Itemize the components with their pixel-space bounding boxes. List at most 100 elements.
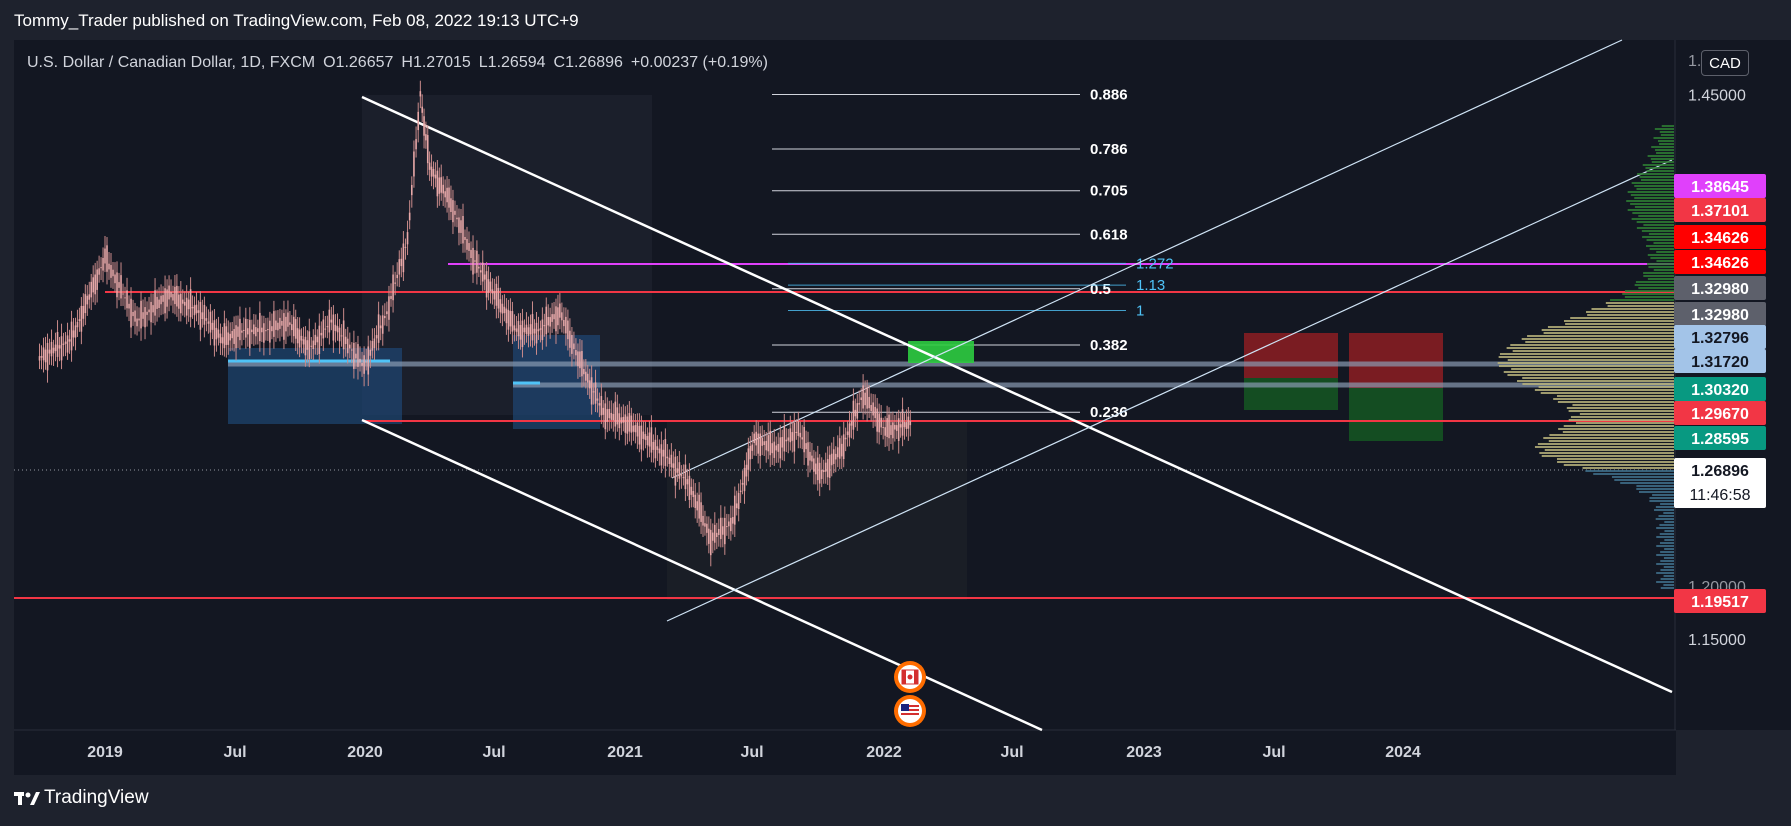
usa-flag-icon[interactable] xyxy=(894,695,926,727)
candle-body xyxy=(858,403,861,405)
volume-bar xyxy=(1636,221,1674,223)
volume-bar xyxy=(1646,170,1674,172)
stop-zone-1[interactable] xyxy=(1244,333,1338,378)
volume-bar xyxy=(1638,215,1674,217)
candle-body xyxy=(487,279,490,293)
candle-body xyxy=(120,275,122,299)
target-zone-2[interactable] xyxy=(1349,388,1443,441)
volume-bar xyxy=(1647,155,1674,157)
stop-zone-2[interactable] xyxy=(1349,333,1443,388)
volume-bar xyxy=(1510,344,1674,346)
symbol-name[interactable]: U.S. Dollar / Canadian Dollar, 1D, FXCM xyxy=(27,54,316,71)
candle-body xyxy=(527,327,530,336)
candle-body xyxy=(203,304,206,325)
candle-body xyxy=(702,515,704,526)
descending-channel-upper[interactable] xyxy=(361,95,1673,694)
volume-bar xyxy=(1624,296,1674,298)
volume-bar xyxy=(1632,212,1674,214)
candle-body xyxy=(585,371,587,381)
volume-bar xyxy=(1653,137,1674,139)
candle-body xyxy=(850,420,853,426)
volume-bar xyxy=(1498,356,1674,358)
candle-body xyxy=(676,468,679,473)
candle-body xyxy=(452,200,454,223)
candle-body xyxy=(302,339,305,345)
candle-body xyxy=(156,296,158,309)
candle-body xyxy=(86,295,89,305)
volume-bar xyxy=(1639,491,1674,493)
candle-body xyxy=(505,308,508,324)
candle-body xyxy=(207,321,210,324)
candle-body xyxy=(899,424,902,428)
candle-body xyxy=(355,353,357,359)
candle-body xyxy=(338,327,341,342)
candle-body xyxy=(296,328,299,344)
candle-body xyxy=(377,314,380,343)
ascending-channel-lower[interactable] xyxy=(666,159,1673,622)
candle-body xyxy=(809,451,811,461)
volume-bar xyxy=(1557,461,1674,463)
volume-bar xyxy=(1660,503,1674,505)
tradingview-logo-text[interactable]: TradingView xyxy=(44,787,149,808)
candle-body xyxy=(690,486,693,495)
candle-body xyxy=(241,330,243,333)
candle-body xyxy=(444,191,446,198)
candle-body xyxy=(523,327,526,333)
candle-body xyxy=(472,247,474,275)
price-label-badge xyxy=(1674,250,1766,274)
volume-bar xyxy=(1663,575,1674,577)
candle-body xyxy=(600,396,603,416)
candle-body xyxy=(700,502,702,522)
tradingview-logo-icon[interactable] xyxy=(14,789,40,807)
canada-flag-icon[interactable] xyxy=(894,661,926,693)
candle-body xyxy=(706,523,708,533)
volume-bar xyxy=(1636,227,1674,229)
candle-body xyxy=(58,345,61,349)
candle-body xyxy=(604,403,607,430)
volume-bar xyxy=(1651,161,1674,163)
candle-body xyxy=(371,341,374,351)
candle-body xyxy=(213,320,216,346)
candle-body xyxy=(388,296,390,320)
candle-body xyxy=(844,437,847,440)
ohlc-low: L1.26594 xyxy=(478,54,546,71)
volume-bar xyxy=(1641,230,1674,232)
candle-body xyxy=(880,417,882,428)
price-label-text: 1.19517 xyxy=(1691,594,1749,611)
volume-bar xyxy=(1579,413,1674,415)
candle-body xyxy=(458,217,460,233)
currency-button[interactable]: CAD xyxy=(1701,50,1749,76)
fib-label: 0.786 xyxy=(1090,141,1128,158)
candle-body xyxy=(54,344,57,352)
ascending-channel-upper[interactable] xyxy=(671,39,1623,479)
candle-body xyxy=(642,431,645,439)
descending-channel-lower[interactable] xyxy=(361,418,1043,732)
candle-body xyxy=(890,425,892,435)
volume-bar xyxy=(1643,272,1674,274)
candle-body xyxy=(411,184,413,196)
consolidation-box-1[interactable] xyxy=(228,348,402,424)
candle-body xyxy=(878,413,880,433)
candle-body xyxy=(757,433,760,454)
volume-bar xyxy=(1649,500,1674,502)
volume-bar xyxy=(1572,404,1674,406)
candle-body xyxy=(386,311,388,315)
candle-body xyxy=(674,456,677,486)
candle-body xyxy=(275,320,277,330)
time-axis[interactable] xyxy=(14,730,1676,775)
volume-bar xyxy=(1593,473,1674,475)
price-label-text: 1.32980 xyxy=(1691,307,1749,324)
volume-bar xyxy=(1659,524,1674,526)
fib-ext-label: 1 xyxy=(1136,303,1144,320)
candle-body xyxy=(646,436,649,446)
candle-body xyxy=(209,311,212,333)
volume-bar xyxy=(1543,332,1674,334)
candle-body xyxy=(708,528,710,544)
x-axis-ticks: 2019 Jul 2020 Jul 2021 Jul 2022 Jul 2023 Jul 2024 xyxy=(87,744,1421,761)
y-tick-label-hidden: 1. xyxy=(1688,53,1701,70)
candle-body xyxy=(314,334,317,346)
price-series[interactable] xyxy=(38,80,912,567)
price-label-text: 1.29670 xyxy=(1691,406,1749,423)
